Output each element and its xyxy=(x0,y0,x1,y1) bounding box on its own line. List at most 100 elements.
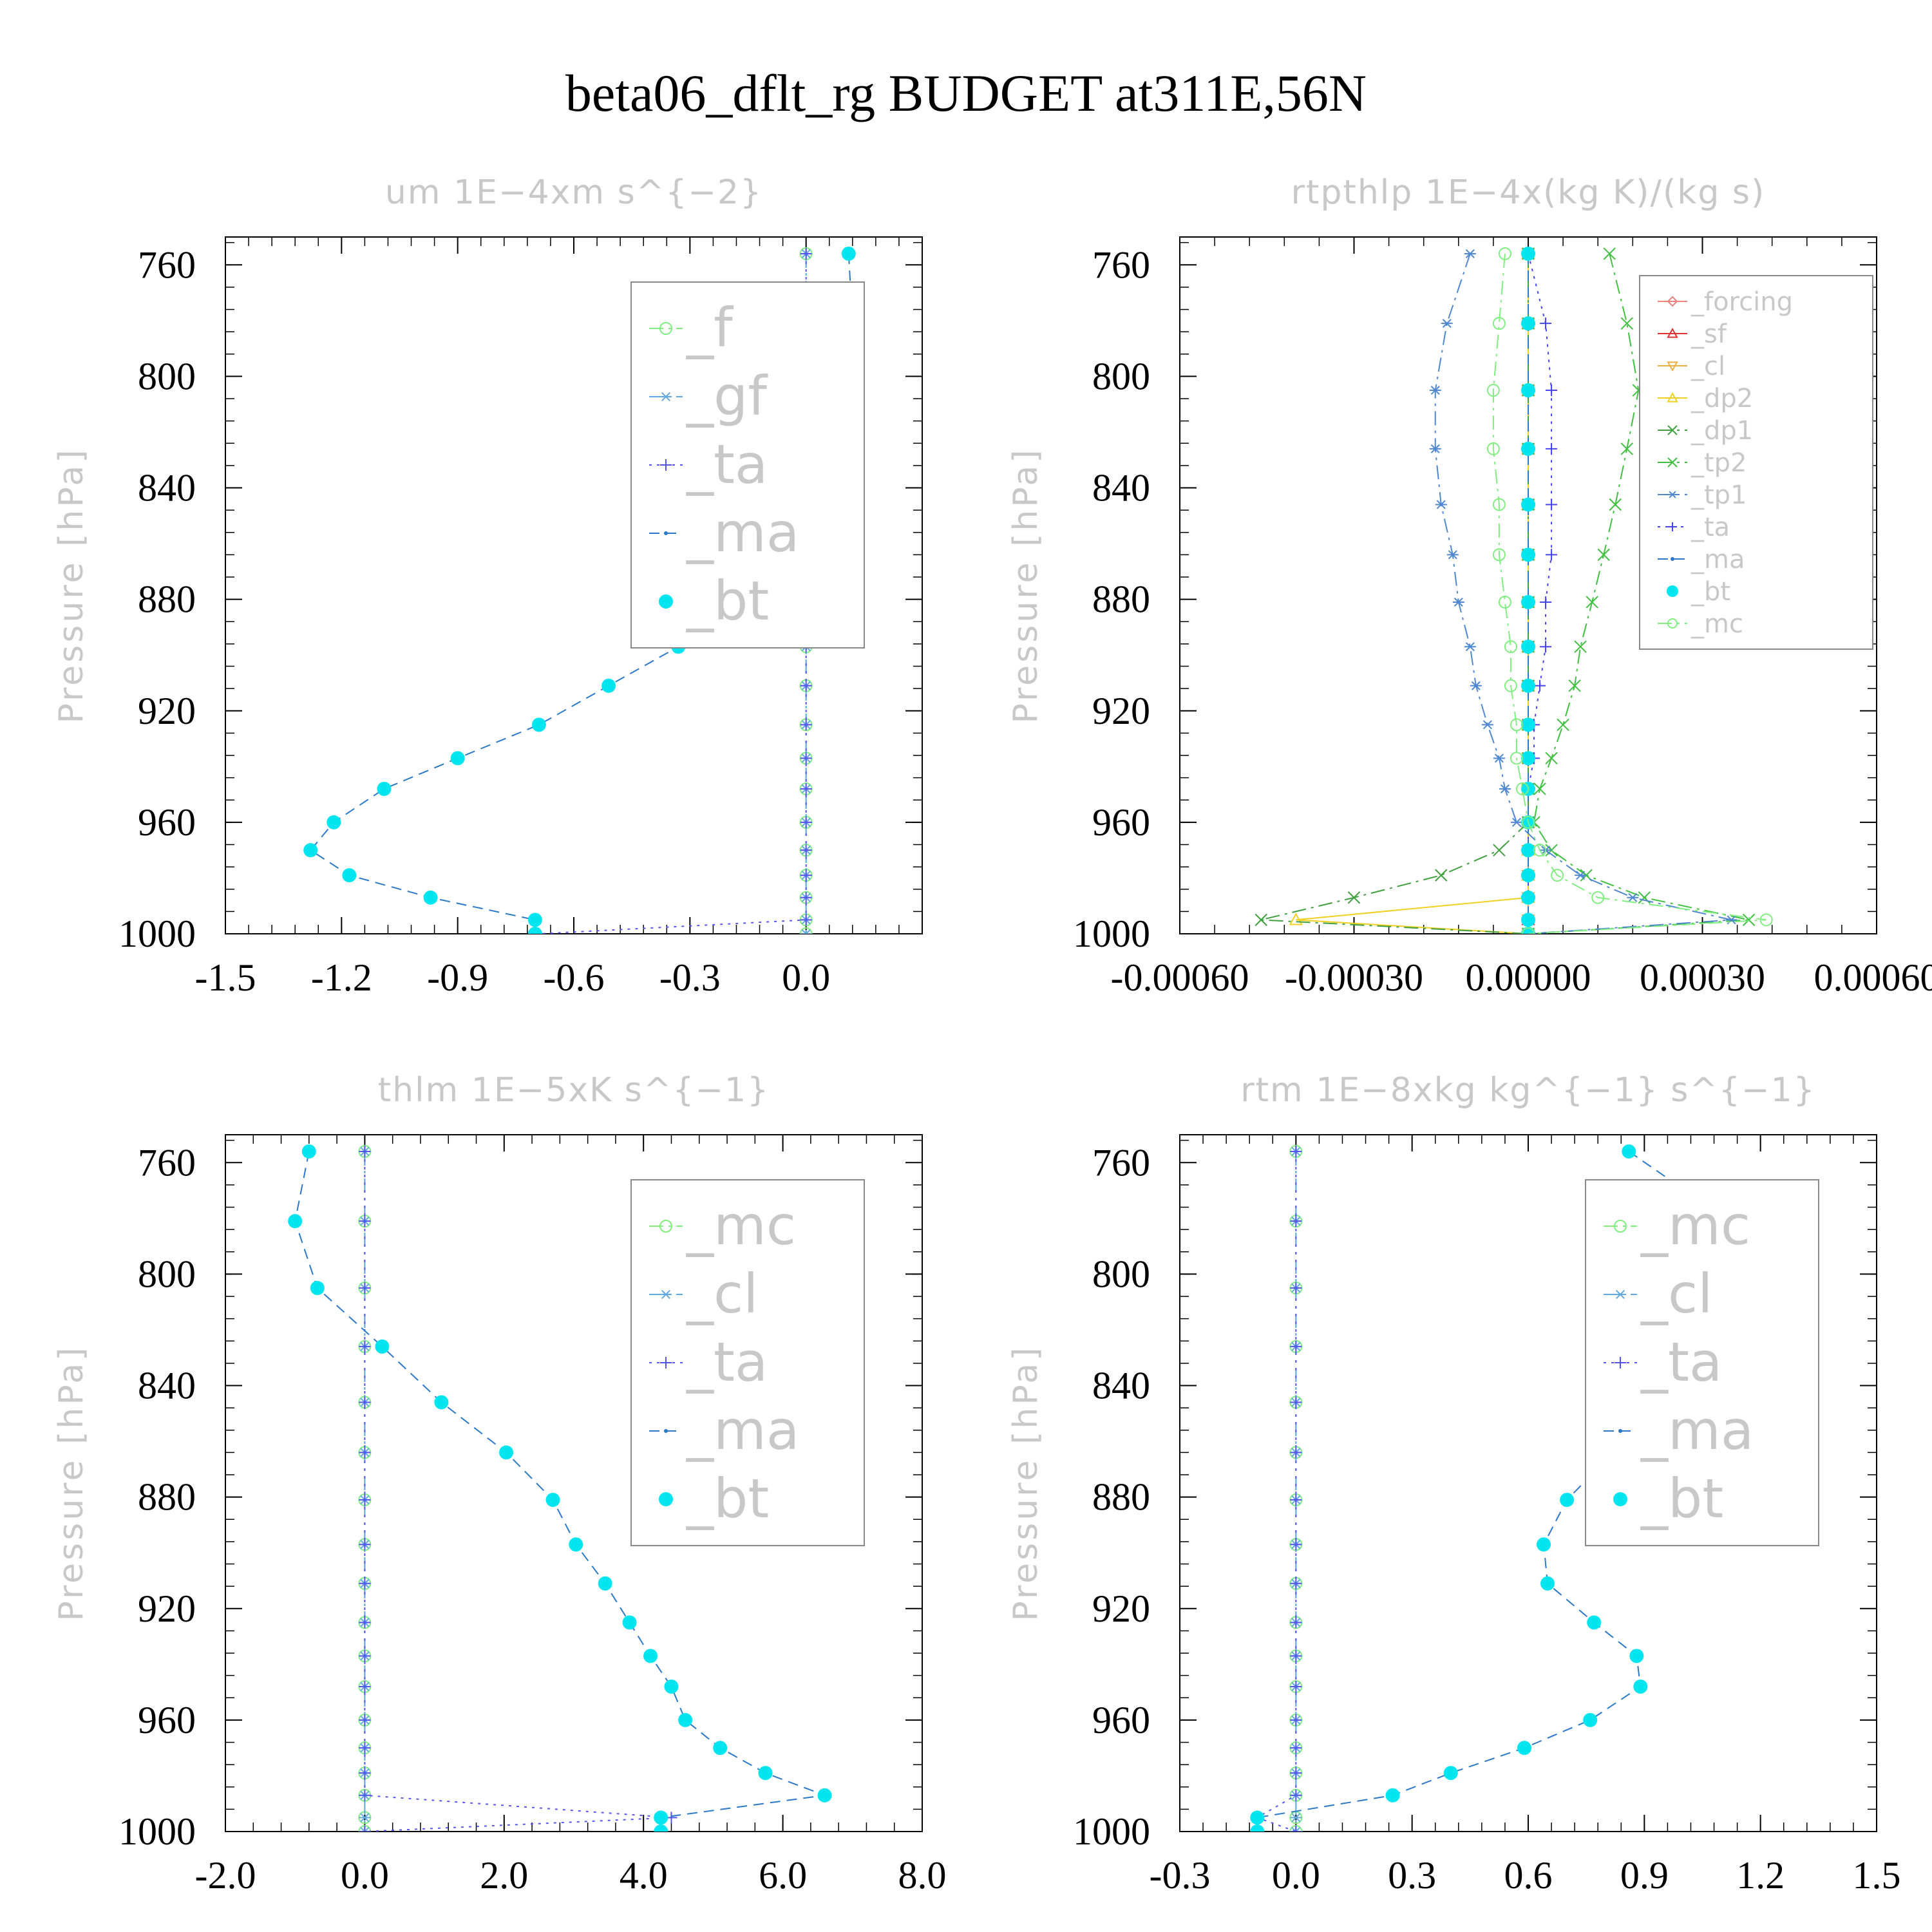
legend-label: _ta xyxy=(686,1331,768,1394)
panel-title: um 1E−4xm s^{−2} xyxy=(385,173,762,212)
data-point-ta xyxy=(359,1616,371,1629)
data-point-bt xyxy=(1517,1741,1531,1756)
x-tick-label: -1.2 xyxy=(311,956,372,999)
data-point-ta xyxy=(1540,641,1552,653)
data-point-tp2 xyxy=(1533,782,1546,795)
legend-marker xyxy=(1613,1492,1627,1506)
data-point-tp2 xyxy=(1586,596,1598,609)
data-point-ta xyxy=(1546,549,1558,561)
data-point-bt xyxy=(1521,316,1535,331)
y-tick-label: 800 xyxy=(1092,355,1150,397)
plot-frame xyxy=(225,1134,923,1832)
data-point-bt xyxy=(303,843,318,858)
y-tick-label: 840 xyxy=(1092,467,1150,509)
data-point-bt xyxy=(1521,383,1535,398)
data-point-ta xyxy=(1290,1650,1302,1662)
legend-marker xyxy=(1667,296,1678,307)
data-point-tp1 xyxy=(1499,784,1511,793)
legend-marker xyxy=(660,459,672,471)
data-point-ta xyxy=(359,1340,371,1352)
data-point-ta xyxy=(800,869,812,882)
x-tick-label: -0.3 xyxy=(659,956,721,999)
data-point-f xyxy=(799,927,813,934)
data-point-tp1 xyxy=(1441,319,1453,328)
legend-marker xyxy=(1671,557,1674,561)
y-tick-label: 920 xyxy=(1092,1587,1150,1630)
data-point-bt xyxy=(1521,639,1535,654)
x-tick-label: -0.6 xyxy=(544,956,605,999)
data-point-tp1 xyxy=(1429,444,1441,453)
y-tick-label: 920 xyxy=(1092,690,1150,732)
x-tick-label: 4.0 xyxy=(620,1854,668,1897)
data-point-dp1 xyxy=(1493,844,1506,857)
legend-label: _dp1 xyxy=(1690,416,1753,446)
y-tick-label: 840 xyxy=(138,467,196,509)
legend-label: _bt xyxy=(686,1467,769,1530)
data-point-tp2 xyxy=(1603,247,1616,260)
y-tick-label: 840 xyxy=(138,1365,196,1407)
legend-label: _bt xyxy=(686,569,769,632)
data-point-tp1 xyxy=(1627,893,1639,902)
data-point-bt xyxy=(1250,1810,1265,1825)
data-point-gf xyxy=(800,929,812,934)
data-point-ta xyxy=(1540,596,1552,608)
data-point-ta xyxy=(359,1714,371,1726)
legend-label: _mc xyxy=(686,1194,796,1257)
legend-marker xyxy=(1668,522,1677,531)
data-point-bt xyxy=(527,913,542,927)
data-point-ta xyxy=(1290,1340,1302,1352)
data-point-ta xyxy=(1290,1789,1302,1801)
data-point-bt xyxy=(1629,1649,1644,1663)
x-tick-label: 1.5 xyxy=(1853,1854,1901,1897)
legend-marker xyxy=(1667,425,1678,435)
y-tick-label: 960 xyxy=(138,801,196,844)
data-point-ta xyxy=(359,1742,371,1754)
chart-panel-2: rtpthlp 1E−4x(kg K)/(kg s) Pressure [hPa]… xyxy=(1007,173,1932,999)
x-tick-label: 6.0 xyxy=(759,1854,807,1897)
legend-label: _bt xyxy=(1640,1467,1723,1530)
x-tick-label: 2.0 xyxy=(480,1854,528,1897)
x-tick-label: 0.00030 xyxy=(1640,956,1765,999)
y-tick-label: 920 xyxy=(138,1587,196,1630)
data-point-bt xyxy=(622,1615,637,1630)
data-point-mc xyxy=(1492,548,1506,562)
x-tick-label: -0.00030 xyxy=(1285,956,1423,999)
x-tick-label: 0.0 xyxy=(782,956,830,999)
data-point-ta xyxy=(359,1446,371,1459)
data-point-ta xyxy=(1290,1539,1302,1551)
data-point-mc xyxy=(1486,442,1500,455)
data-point-ta xyxy=(1534,679,1546,692)
data-point-bt xyxy=(531,717,546,732)
data-point-ta xyxy=(1290,1742,1302,1754)
data-point-bt xyxy=(841,246,856,261)
data-point-bt xyxy=(310,1281,325,1296)
legend-marker xyxy=(1667,361,1678,372)
data-point-bt xyxy=(1385,1788,1400,1803)
data-point-ta xyxy=(1290,1215,1302,1227)
legend-label: _dp2 xyxy=(1690,384,1753,413)
data-point-cl xyxy=(1290,1826,1302,1832)
data-point-tp2 xyxy=(1620,442,1633,455)
data-point-tp1 xyxy=(1493,753,1505,763)
data-point-tp1 xyxy=(1481,720,1493,730)
data-point-bt xyxy=(545,1492,560,1507)
data-point-bt xyxy=(601,678,616,693)
y-tick-label: 1000 xyxy=(118,913,196,955)
data-point-bt xyxy=(1250,1824,1265,1832)
legend-marker xyxy=(659,1220,672,1233)
data-point-tp2 xyxy=(1545,844,1558,857)
legend-marker xyxy=(1615,1357,1626,1368)
y-tick-label: 960 xyxy=(1092,801,1150,844)
legend-label: _cl xyxy=(1690,352,1725,381)
series-line-ta xyxy=(1528,253,1553,934)
data-point-bt xyxy=(1521,890,1535,905)
data-point-dp2 xyxy=(1289,913,1303,925)
data-point-bt xyxy=(1521,843,1535,858)
data-point-mc xyxy=(1522,927,1535,934)
data-point-mc xyxy=(1510,718,1523,732)
x-tick-label: -0.3 xyxy=(1150,1854,1211,1897)
data-point-ta xyxy=(359,1767,371,1779)
data-point-tp1 xyxy=(1470,681,1482,690)
data-point-tp2 xyxy=(1545,752,1558,765)
x-tick-label: 0.0 xyxy=(341,1854,389,1897)
